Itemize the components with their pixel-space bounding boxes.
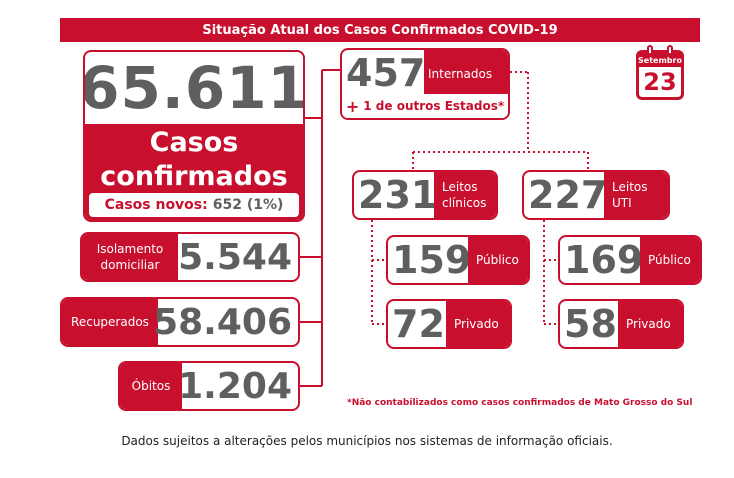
icu-private-value: 58 <box>564 302 617 346</box>
icu-private-card: 58 Privado <box>558 299 684 349</box>
recovered-value: 58.406 <box>153 301 292 343</box>
clinical-beds-label-line1: Leitos <box>442 180 478 194</box>
isolation-label-line1: Isolamento <box>96 242 164 256</box>
new-cases-value: 652 (1%) <box>212 197 284 213</box>
recovered-label: Recuperados <box>62 299 158 345</box>
hospitalized-other-states: + 1 de outros Estados* <box>342 94 508 118</box>
confirmed-cases-card: 65.611 Casos confirmados Casos novos: 65… <box>83 50 305 222</box>
confirmed-label-line1: Casos <box>149 127 239 158</box>
icu-beds-card: 227 Leitos UTI <box>522 170 670 220</box>
footnote: *Não contabilizados como casos confirmad… <box>347 398 693 408</box>
isolation-value: 5.544 <box>178 236 292 278</box>
clinical-beds-label: Leitos clínicos <box>434 172 496 218</box>
icu-beds-label-line2: UTI <box>612 196 632 210</box>
calendar-icon: Setembro 23 <box>636 45 684 100</box>
clinical-beds-card: 231 Leitos clínicos <box>352 170 498 220</box>
icu-private-label: Privado <box>618 301 682 347</box>
deaths-value: 1.204 <box>178 365 292 407</box>
plus-icon: + <box>345 96 360 116</box>
hospitalized-value: 457 <box>346 51 426 95</box>
isolation-card: Isolamento domiciliar 5.544 <box>80 232 300 282</box>
new-cases: Casos novos: 652 (1%) <box>89 193 299 217</box>
icu-public-card: 169 Público <box>558 235 702 285</box>
isolation-label: Isolamento domiciliar <box>82 234 178 280</box>
clinical-private-card: 72 Privado <box>386 299 512 349</box>
disclaimer: Dados sujeitos a alterações pelos municí… <box>121 434 613 448</box>
calendar-month: Setembro <box>638 53 682 67</box>
deaths-label: Óbitos <box>120 363 182 409</box>
confirmed-label-line2: confirmados <box>100 161 288 192</box>
clinical-beds-label-line2: clínicos <box>442 196 487 210</box>
confirmed-value: 65.611 <box>83 54 305 122</box>
deaths-card: Óbitos 1.204 <box>118 361 300 411</box>
isolation-label-line2: domiciliar <box>100 258 160 272</box>
hospitalized-label: Internados <box>424 50 508 98</box>
calendar-day: 23 <box>643 68 677 96</box>
hospitalized-card: 457 Internados + 1 de outros Estados* <box>340 48 510 120</box>
recovered-card: Recuperados 58.406 <box>60 297 300 347</box>
clinical-public-card: 159 Público <box>386 235 530 285</box>
icu-public-label: Público <box>640 237 700 283</box>
clinical-private-label: Privado <box>446 301 510 347</box>
icu-public-value: 169 <box>564 238 644 282</box>
icu-beds-label-line1: Leitos <box>612 180 648 194</box>
icu-beds-value: 227 <box>528 173 608 217</box>
hospitalized-other-states-text: 1 de outros Estados* <box>363 99 505 113</box>
clinical-private-value: 72 <box>392 302 445 346</box>
icu-beds-label: Leitos UTI <box>604 172 668 218</box>
new-cases-label: Casos novos: <box>104 197 208 213</box>
clinical-beds-value: 231 <box>358 173 438 217</box>
clinical-public-label: Público <box>468 237 528 283</box>
banner-title: Situação Atual dos Casos Confirmados COV… <box>60 18 700 42</box>
clinical-public-value: 159 <box>392 238 472 282</box>
